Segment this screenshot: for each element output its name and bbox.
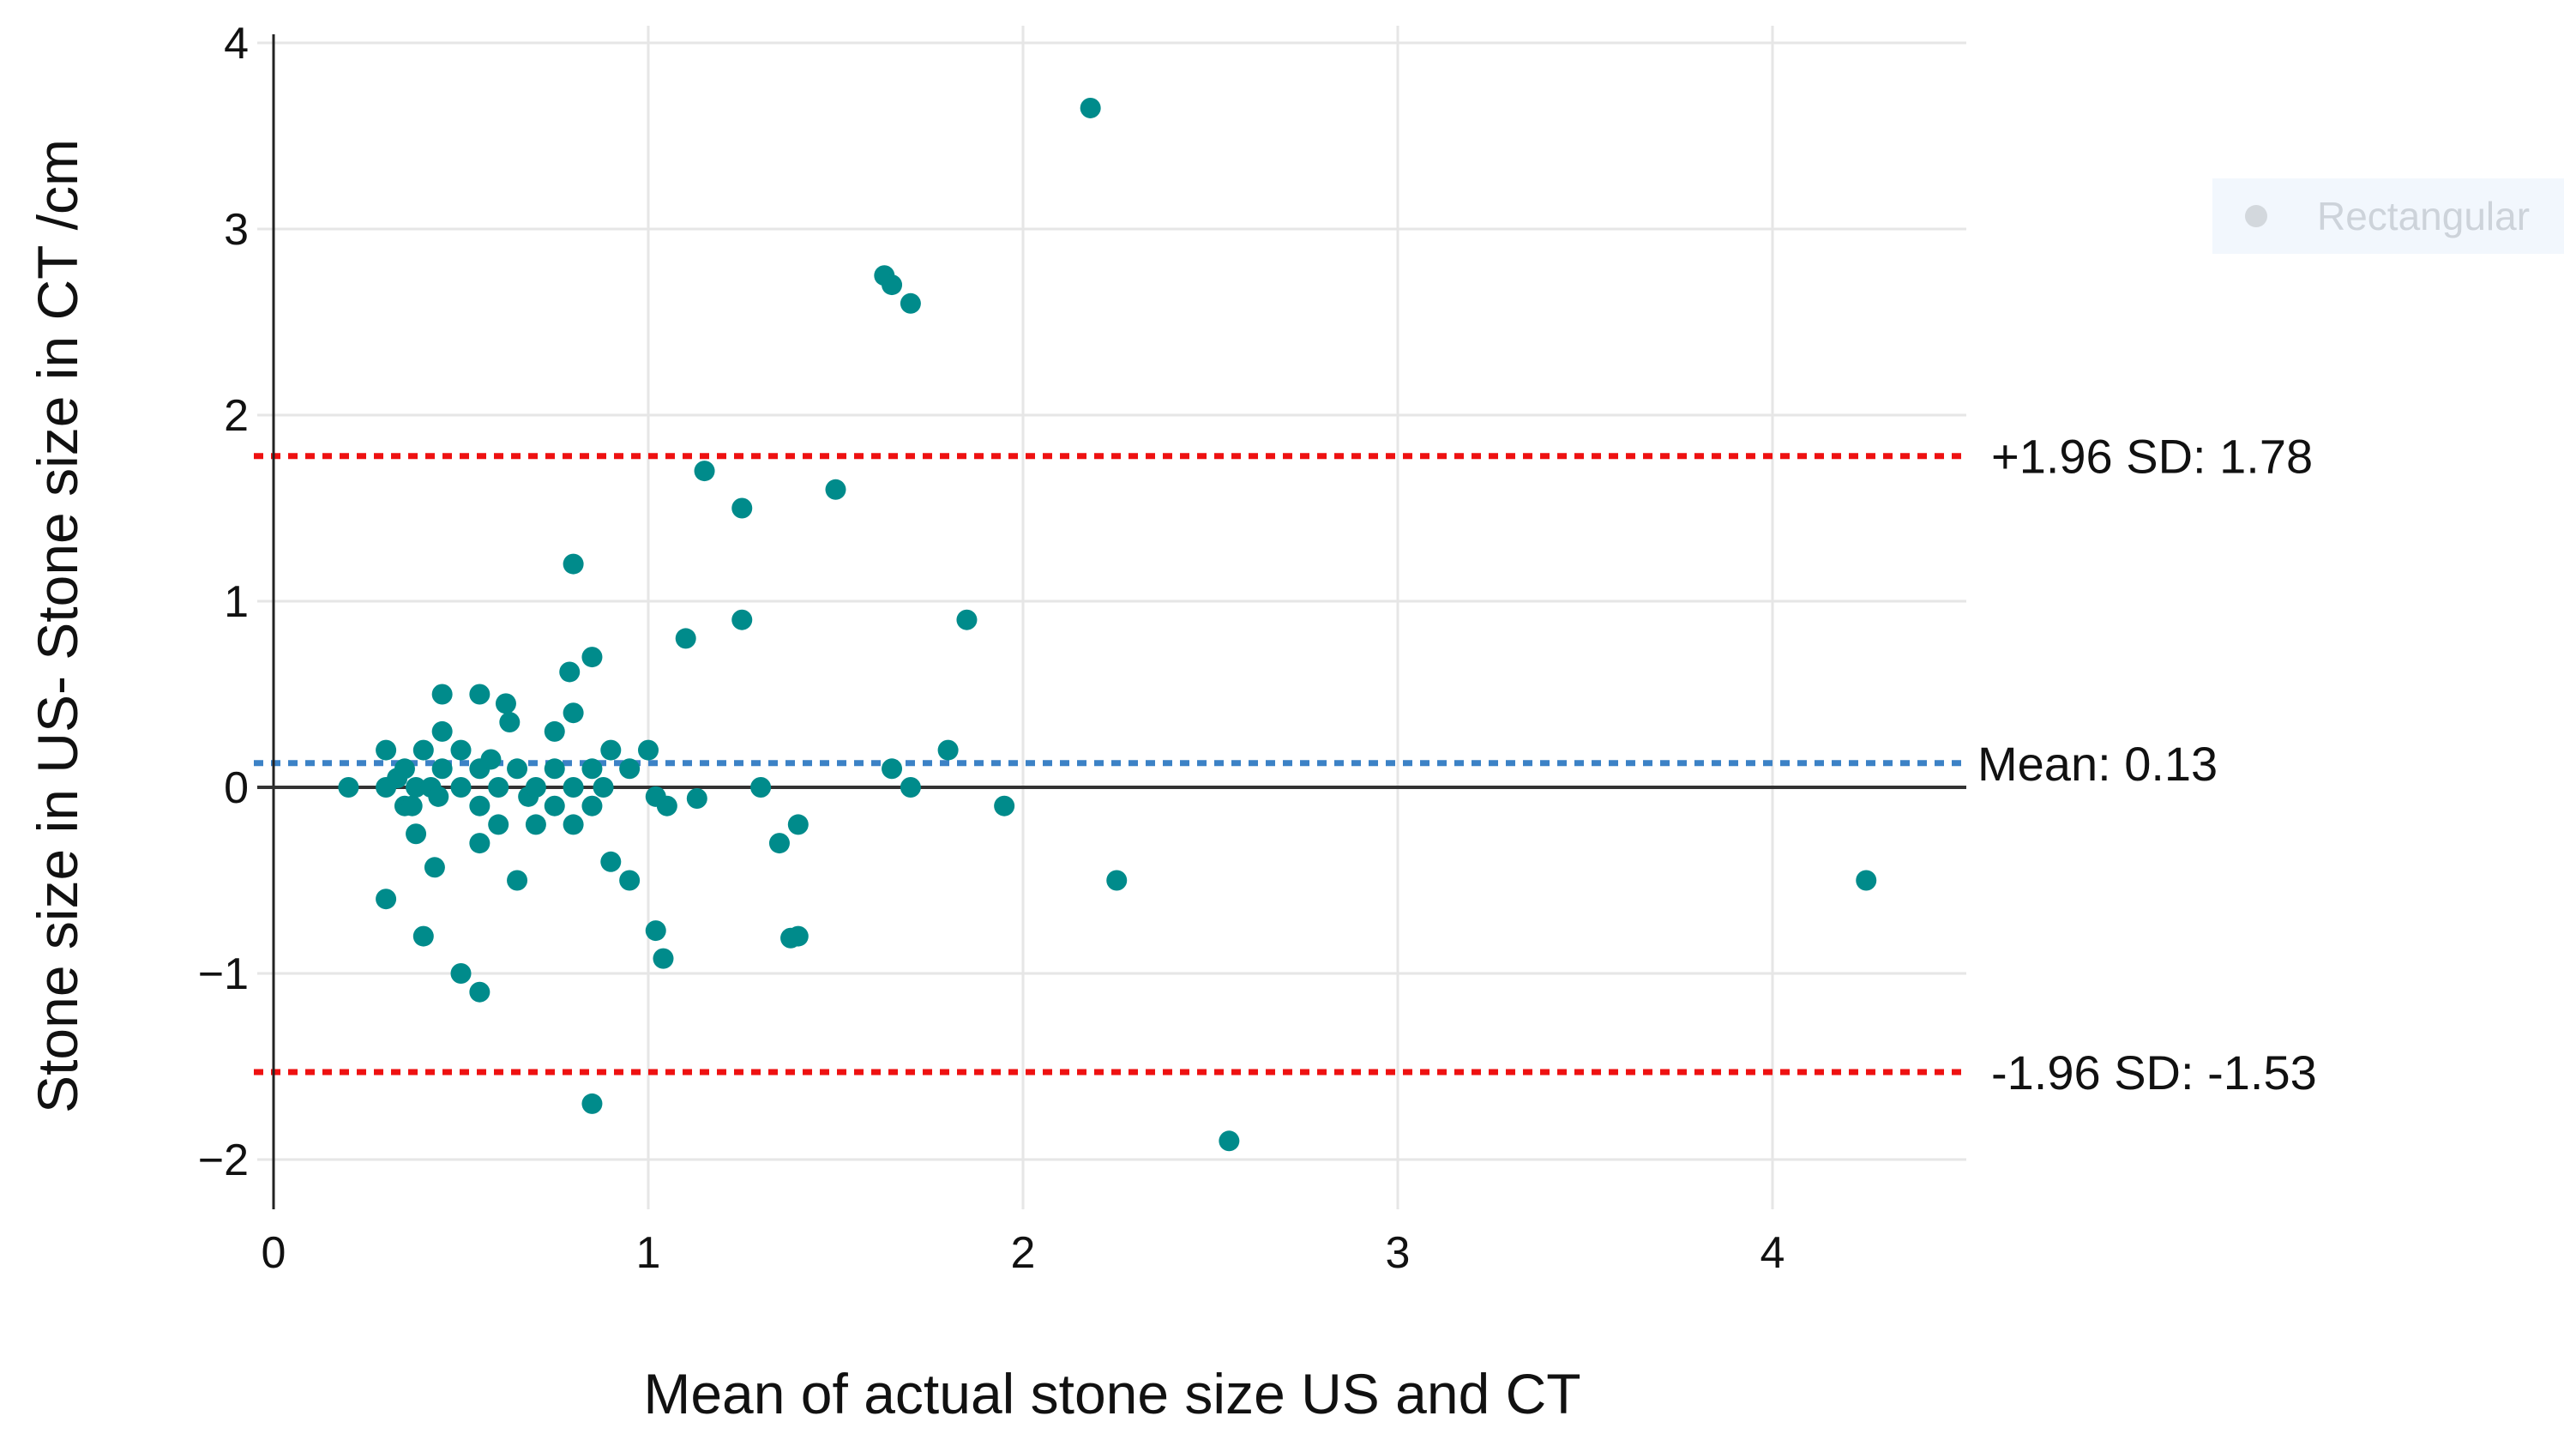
data-point [401, 795, 423, 816]
y-tick-label: 3 [224, 205, 249, 255]
legend-swatch-icon [2245, 205, 2267, 227]
tick-labels: 0 1 2 3 4 −2 −1 0 1 2 3 4 [198, 19, 1785, 1278]
data-point [376, 889, 397, 910]
data-point [694, 461, 715, 482]
data-point [563, 814, 584, 835]
data-point [563, 777, 584, 798]
data-point [495, 693, 516, 714]
data-point [480, 749, 502, 770]
data-point [1080, 97, 1101, 118]
legend[interactable]: Rectangular [2212, 178, 2564, 254]
data-point [431, 684, 453, 705]
data-point [937, 739, 959, 761]
data-point [406, 777, 427, 798]
data-point [469, 684, 491, 705]
data-point [619, 870, 641, 891]
data-point [412, 925, 434, 947]
y-tick-label: −2 [198, 1136, 249, 1185]
data-point [544, 758, 565, 780]
data-point [424, 857, 445, 878]
data-point [787, 814, 809, 835]
data-point [900, 777, 921, 798]
data-point [900, 292, 921, 314]
legend-label: Rectangular [2317, 194, 2531, 238]
data-point [563, 702, 584, 724]
data-point [581, 647, 603, 668]
y-axis-label: Stone size in US- Stone size in CT /cm [26, 139, 89, 1113]
y-tick-label: 4 [224, 19, 249, 69]
data-point [428, 786, 449, 807]
upper-loa-label: +1.96 SD: 1.78 [1991, 430, 2313, 484]
data-point [507, 758, 528, 780]
data-point [675, 628, 696, 649]
data-point [731, 609, 753, 630]
data-point [488, 777, 509, 798]
data-point [338, 777, 359, 798]
data-point [394, 758, 415, 780]
data-point [600, 851, 622, 872]
x-tick-label: 2 [1011, 1228, 1036, 1278]
data-point [406, 823, 427, 845]
data-point [469, 833, 491, 854]
y-tick-label: −1 [198, 949, 249, 999]
data-point [1106, 870, 1128, 891]
data-point [469, 981, 491, 1003]
mean-label: Mean: 0.13 [1977, 737, 2218, 791]
data-point [686, 788, 707, 810]
data-point [768, 833, 790, 854]
y-tick-label: 0 [224, 763, 249, 813]
data-point [544, 720, 565, 742]
data-point [412, 739, 434, 761]
data-point [956, 609, 978, 630]
data-point [450, 963, 472, 984]
data-point [600, 739, 622, 761]
data-point [581, 795, 603, 816]
data-point [882, 758, 903, 780]
data-point [825, 479, 846, 500]
data-point [450, 777, 472, 798]
data-point [750, 777, 772, 798]
y-tick-label: 2 [224, 391, 249, 441]
x-axis-label: Mean of actual stone size US and CT [643, 1362, 1580, 1425]
data-point [525, 777, 546, 798]
data-point [544, 795, 565, 816]
x-tick-label: 0 [262, 1228, 286, 1278]
data-point [525, 814, 546, 835]
data-point [619, 758, 641, 780]
data-point [787, 925, 809, 947]
data-point [656, 795, 677, 816]
data-point [645, 920, 666, 942]
data-point [653, 948, 674, 969]
data-point [1219, 1130, 1240, 1152]
lower-loa-label: -1.96 SD: -1.53 [1991, 1045, 2317, 1100]
grid [257, 26, 1966, 1209]
data-point [638, 739, 659, 761]
data-points [338, 97, 1877, 1152]
data-point [431, 720, 453, 742]
y-tick-label: 1 [224, 577, 249, 627]
data-point [1856, 870, 1877, 891]
data-point [376, 739, 397, 761]
data-point [469, 795, 491, 816]
x-tick-label: 4 [1760, 1228, 1785, 1278]
reference-lines: +1.96 SD: 1.78 Mean: 0.13 -1.96 SD: -1.53 [254, 430, 2317, 1100]
data-point [882, 274, 903, 296]
data-point [488, 814, 509, 835]
data-point [563, 553, 584, 575]
data-point [731, 497, 753, 519]
data-point [507, 870, 528, 891]
data-point [994, 795, 1015, 816]
data-point [431, 758, 453, 780]
data-point [450, 739, 472, 761]
x-tick-label: 3 [1386, 1228, 1411, 1278]
data-point [581, 1093, 603, 1114]
data-point [581, 758, 603, 780]
axes [257, 34, 1966, 1209]
data-point [559, 661, 581, 683]
x-tick-label: 1 [636, 1228, 661, 1278]
data-point [593, 777, 614, 798]
data-point [499, 712, 521, 733]
